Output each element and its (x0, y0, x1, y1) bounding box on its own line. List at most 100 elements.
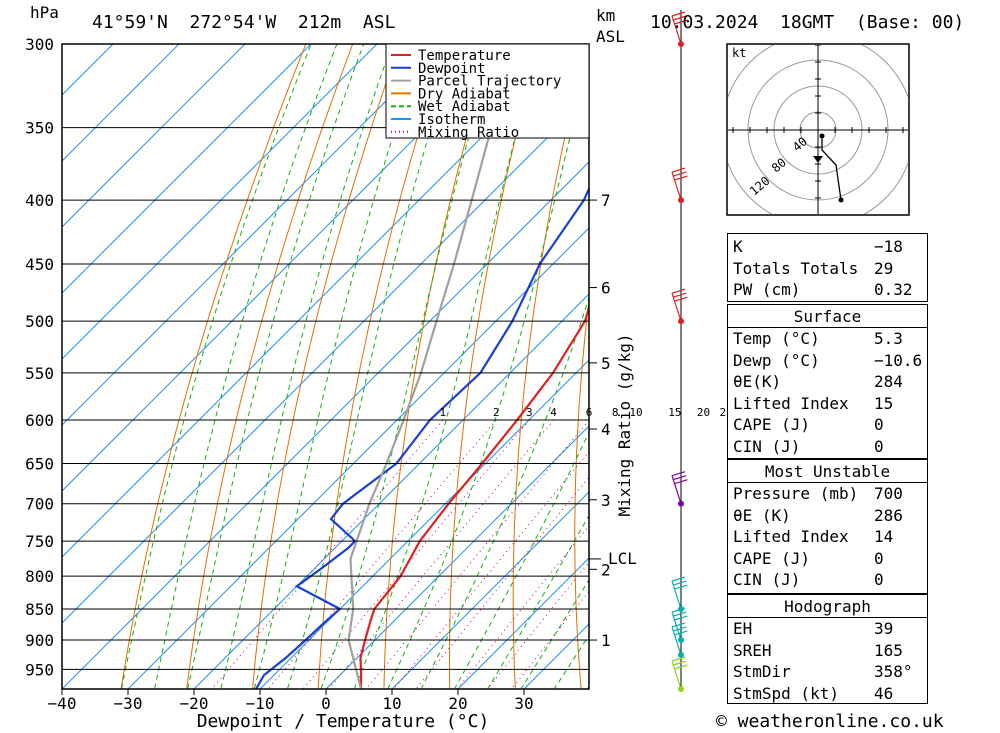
table-row: Pressure (mb) 700 (728, 483, 927, 504)
hodograph-table: Hodograph EH 39 SREH 165 StmDir 358° StmSpd (kt… (727, 594, 928, 704)
hpa-unit-label: hPa (30, 3, 59, 22)
row-value: 0 (874, 548, 884, 568)
row-label: StmSpd (kt) (733, 683, 839, 703)
legend-label: Temperature (418, 48, 511, 64)
table-divider (728, 327, 927, 328)
isotherm-line (62, 44, 246, 228)
pressure-tick-label: 800 (25, 567, 54, 586)
km-tick-label: 1 (601, 631, 611, 650)
wind-barb-feather (671, 607, 686, 613)
wind-barb-feather (674, 615, 688, 621)
x-axis-label: Dewpoint / Temperature (°C) (197, 711, 490, 732)
dry-adiabat-line (317, 44, 447, 689)
row-label: Lifted Index (733, 527, 849, 547)
wind-barb-feather (671, 471, 686, 477)
row-label: Totals Totals (733, 258, 859, 278)
table-row: Totals Totals 29 (728, 258, 927, 279)
wind-barb-staff (671, 626, 682, 656)
km-tick-label: 7 (601, 191, 611, 210)
legend-label: Dry Adiabat (418, 86, 511, 102)
pressure-tick-label: 500 (25, 312, 54, 331)
temperature-tick-label: 20 (448, 694, 467, 713)
wind-barb (671, 576, 688, 610)
wind-barb-feather (673, 292, 687, 298)
mixing-ratio-line (415, 476, 589, 689)
row-value: 0 (874, 570, 884, 590)
dry-adiabat-line (449, 44, 541, 689)
table-title: Surface (793, 307, 862, 326)
row-label: SREH (733, 640, 772, 660)
most-unstable-table: Most Unstable Pressure (mb) 700 θE (K) 286 Li… (727, 459, 928, 594)
hodograph-unit-label: kt (732, 46, 746, 60)
row-value: 39 (874, 619, 894, 638)
legend-label: Parcel Trajectory (418, 74, 561, 90)
datetime-label: 10.03.2024 18GMT (Base: 00) (650, 12, 965, 33)
wind-barb-staff (671, 475, 682, 504)
wind-barb (671, 471, 688, 504)
wind-barb-feather (671, 288, 686, 294)
hodograph-start-dot (819, 133, 825, 139)
asl-label: ASL (596, 27, 625, 46)
temperature-tick-label: 0 (321, 694, 331, 713)
temperature-tick-label: −10 (246, 694, 275, 713)
pressure-tick-label: 950 (25, 660, 54, 679)
row-value: 165 (874, 640, 903, 660)
row-label: PW (cm) (733, 280, 801, 300)
pressure-tick-label: 350 (25, 119, 54, 138)
isotherm-line (325, 425, 589, 689)
mixing-ratio-label: 15 (668, 406, 681, 419)
row-label: Dewp (°C) (733, 350, 820, 370)
isotherm-line (62, 161, 589, 689)
wind-barb-staff (671, 292, 682, 322)
isotherm-line (62, 95, 589, 624)
table-row: Lifted Index 14 (728, 526, 927, 547)
mixing-ratio-line (393, 450, 589, 689)
wind-barb-feather (671, 167, 686, 173)
row-label: Pressure (mb) (733, 484, 859, 503)
row-value: 29 (874, 258, 894, 278)
wind-barb-feather (674, 664, 688, 670)
table-row: CAPE (J) 0 (728, 414, 927, 435)
row-value: 0.32 (874, 280, 913, 300)
dry-adiabat-line (186, 44, 354, 689)
table-title: Most Unstable (764, 462, 891, 481)
pressure-tick-label: 300 (25, 35, 54, 54)
wet-adiabat-line (253, 44, 424, 689)
wind-barb (671, 622, 688, 656)
table-row: θE (K) 286 (728, 505, 927, 526)
pressure-tick-label: 550 (25, 364, 54, 383)
table-divider (728, 617, 927, 618)
dry-adiabat-line (958, 44, 1000, 689)
wind-barb-staff (671, 171, 682, 201)
wind-barb-feather (674, 296, 688, 302)
wind-barb-feather (671, 576, 686, 582)
isotherm-line (62, 44, 378, 360)
location-title: 41°59'N 272°54'W 212m ASL (92, 12, 396, 33)
km-label: km (596, 6, 616, 25)
mixing-ratio-label: 3 (526, 406, 533, 419)
hodograph-end-dot (838, 197, 844, 203)
pressure-tick-label: 750 (25, 532, 54, 551)
lcl-label: LCL (608, 549, 637, 568)
table-row: K −18 (728, 236, 927, 257)
pressure-tick-label: 450 (25, 255, 54, 274)
isotherm-line (457, 557, 589, 689)
table-row: Lifted Index 15 (728, 393, 927, 414)
table-row: θE(K) 284 (728, 371, 927, 392)
table-row: SREH 165 (728, 640, 927, 661)
dry-adiabat-line (512, 44, 588, 689)
table-row: PW (cm) 0.32 (728, 279, 927, 300)
storm-motion-marker (813, 156, 823, 163)
row-value: 5.3 (874, 329, 903, 348)
km-tick-label: 3 (601, 491, 611, 510)
wind-barb-feather (673, 611, 687, 617)
table-title: Hodograph (784, 597, 871, 616)
pressure-tick-label: 850 (25, 600, 54, 619)
isotherm-line (62, 44, 576, 558)
table-divider (728, 482, 927, 483)
wind-barb (671, 11, 688, 45)
mixing-ratio-label: 4 (550, 406, 557, 419)
row-value: 0 (874, 437, 884, 456)
temperature-tick-label: −20 (180, 694, 209, 713)
